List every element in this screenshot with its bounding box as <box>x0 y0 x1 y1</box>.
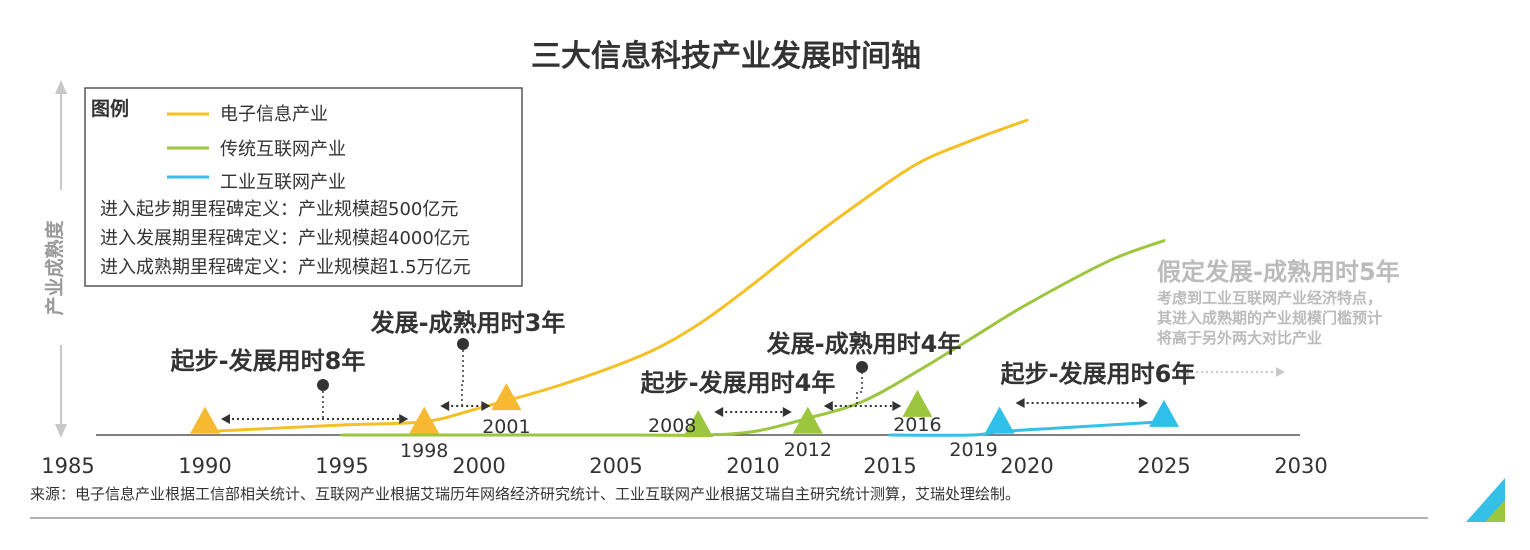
span-arrow <box>440 401 491 411</box>
span-arrow-head <box>714 407 724 417</box>
x-tick-label: 1990 <box>178 454 231 478</box>
milestone-year-label: 2001 <box>482 416 530 438</box>
annotation-note: 考虑到工业互联网产业经济特点， <box>1157 289 1382 307</box>
span-arrow <box>823 401 902 411</box>
milestone-definition: 进入发展期里程碑定义：产业规模超4000亿元 <box>100 228 470 249</box>
milestone-marker <box>409 406 440 434</box>
chart-title: 三大信息科技产业发展时间轴 <box>531 39 921 74</box>
milestone-marker <box>792 406 823 434</box>
span-arrow-head <box>1139 398 1148 408</box>
legend: 图例 电子信息产业 传统互联网产业 工业互联网产业 进入起步期里程碑定义：产业规… <box>84 87 523 287</box>
milestone-marker <box>683 409 714 437</box>
annotation-dot <box>457 338 469 350</box>
x-tick-labels: 1985 1990 1995 2000 2005 2010 2015 2020 2025 2030 <box>41 454 1327 478</box>
span-arrow-head <box>1180 367 1189 377</box>
series-line <box>203 118 1029 434</box>
annotation-label: 起步-发展用时4年 <box>640 369 836 397</box>
annotation-label: 起步-发展用时6年 <box>1000 360 1196 388</box>
annotation-label: 起步-发展用时8年 <box>170 347 366 375</box>
milestone-marker <box>984 406 1015 434</box>
legend-entry: 传统互联网产业 <box>220 139 346 160</box>
x-tick-label: 1995 <box>315 454 368 478</box>
x-tick-label: 2005 <box>589 454 642 478</box>
series-line <box>888 420 1166 437</box>
y-axis-label: 产业成熟度 <box>43 220 66 316</box>
milestone-year-label: 2019 <box>949 439 997 461</box>
legend-entry: 工业互联网产业 <box>220 172 346 193</box>
span-arrow-head <box>481 401 491 411</box>
span-arrows <box>221 367 1285 424</box>
legend-title: 图例 <box>91 97 129 120</box>
annotation-label: 发展-成熟用时4年 <box>766 330 962 358</box>
milestone-year-label: 2008 <box>648 415 696 437</box>
milestone-marker <box>1149 399 1179 427</box>
x-tick-label: 2010 <box>726 454 779 478</box>
milestone-year-label: 1998 <box>400 440 448 462</box>
annotation-note: 其进入成熟期的产业规模门槛预计 <box>1157 309 1382 327</box>
legend-entry: 电子信息产业 <box>220 104 328 125</box>
milestone-year-label: 2012 <box>784 439 832 461</box>
span-arrow-head <box>440 401 450 411</box>
milestone-marker <box>902 389 933 417</box>
x-tick-label: 2015 <box>863 454 916 478</box>
span-arrow-head <box>892 401 902 411</box>
span-arrow-head <box>1015 398 1025 408</box>
span-arrow <box>1015 398 1148 408</box>
annotation-label: 假定发展-成熟用时5年 <box>1157 258 1400 286</box>
span-arrow-head <box>1276 367 1285 377</box>
milestone-markers <box>190 383 1179 437</box>
milestone-year-label: 2016 <box>893 414 941 436</box>
annotation-note: 将高于另外两大对比产业 <box>1157 329 1322 347</box>
source-note: 来源：电子信息产业根据工信部相关统计、互联网产业根据艾瑞历年网络经济研究统计、工… <box>30 485 1020 503</box>
series-line <box>340 239 1166 437</box>
span-arrow-head <box>221 414 230 424</box>
span-arrow-head <box>782 407 792 417</box>
y-axis <box>55 80 67 438</box>
span-arrow <box>221 414 409 424</box>
brand-corner-logo <box>1466 478 1505 522</box>
annotation-dot <box>317 379 329 391</box>
span-arrow <box>714 407 792 417</box>
span-arrow-head <box>399 414 409 424</box>
milestone-year-labels: 1998 2001 2008 2012 2016 2019 <box>400 414 998 462</box>
milestone-definition: 进入成熟期里程碑定义：产业规模超1.5万亿元 <box>100 257 471 278</box>
x-tick-label: 2000 <box>452 454 505 478</box>
milestone-marker <box>190 406 220 434</box>
span-arrow-head <box>823 401 833 411</box>
series-lines <box>203 118 1166 437</box>
x-tick-label: 2025 <box>1137 454 1190 478</box>
annotation-label: 发展-成熟用时3年 <box>370 309 566 337</box>
x-tick-label: 2030 <box>1274 454 1327 478</box>
annotation-dot <box>856 361 868 373</box>
x-tick-label: 1985 <box>41 454 94 478</box>
x-tick-label: 2020 <box>1000 454 1053 478</box>
milestone-marker <box>491 383 522 411</box>
span-arrow <box>1180 367 1285 377</box>
annotation-connectors <box>322 345 863 418</box>
milestone-definition: 进入起步期里程碑定义：产业规模超500亿元 <box>100 199 458 220</box>
